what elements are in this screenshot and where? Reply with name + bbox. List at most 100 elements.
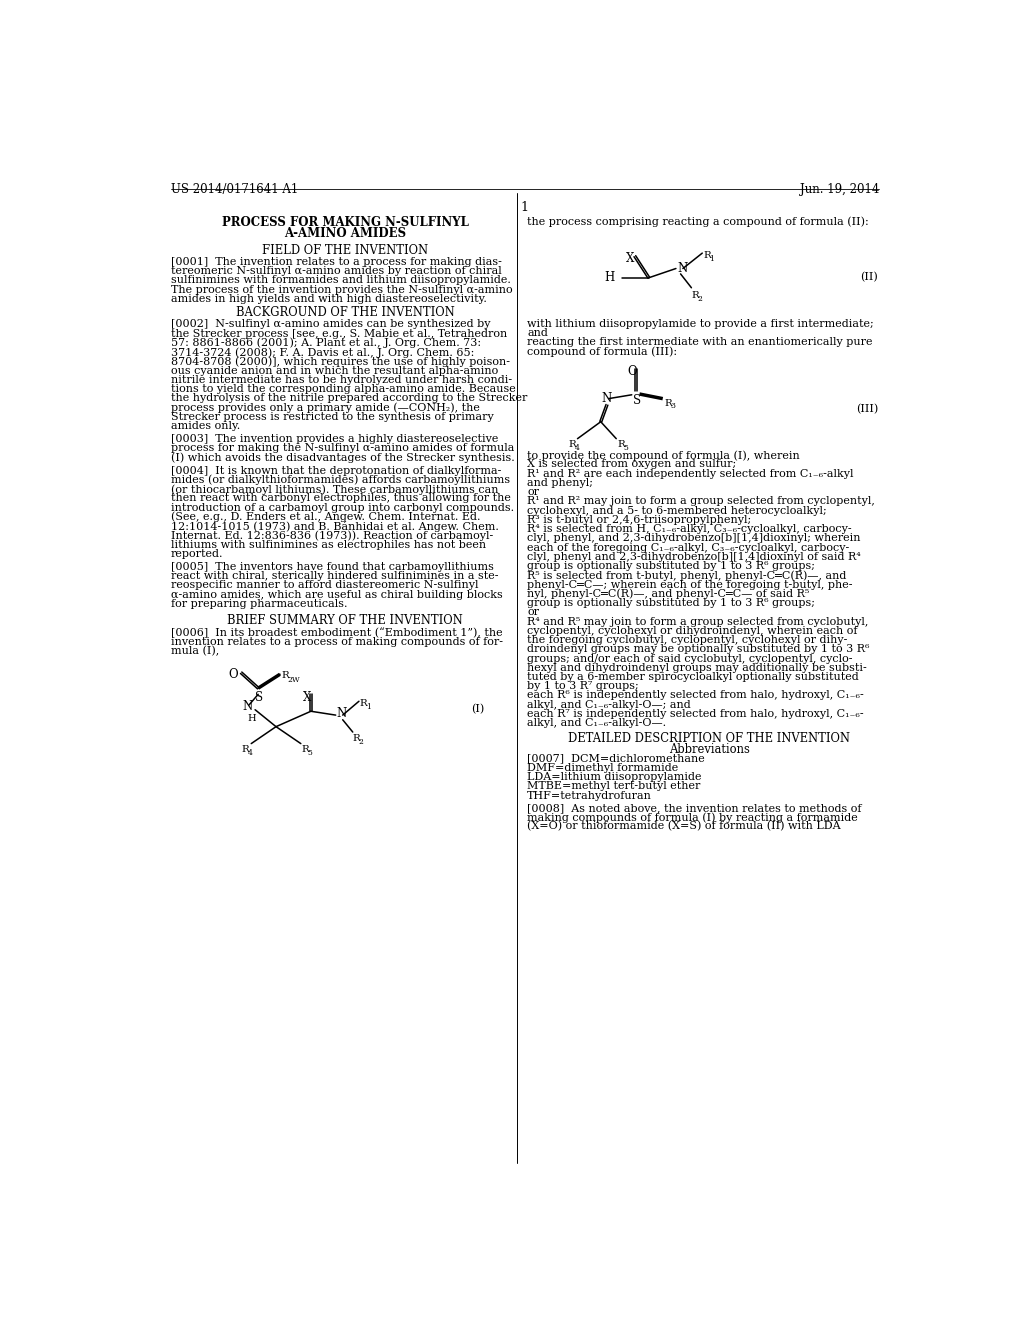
Text: (III): (III) — [856, 404, 879, 414]
Text: to provide the compound of formula (I), wherein: to provide the compound of formula (I), … — [527, 450, 800, 461]
Text: tions to yield the corresponding alpha-amino amide. Because: tions to yield the corresponding alpha-a… — [171, 384, 515, 393]
Text: 1: 1 — [521, 201, 528, 214]
Text: with lithium diisopropylamide to provide a first intermediate;: with lithium diisopropylamide to provide… — [527, 318, 873, 329]
Text: and: and — [527, 327, 548, 338]
Text: DMF=dimethyl formamide: DMF=dimethyl formamide — [527, 763, 678, 772]
Text: invention relates to a process of making compounds of for-: invention relates to a process of making… — [171, 636, 503, 647]
Text: nyl, phenyl-C═C(R)—, and phenyl-C═C— of said R⁵: nyl, phenyl-C═C(R)—, and phenyl-C═C— of … — [527, 589, 809, 599]
Text: 57: 8861-8866 (2001); A. Plant et al., J. Org. Chem. 73:: 57: 8861-8866 (2001); A. Plant et al., J… — [171, 338, 480, 348]
Text: reacting the first intermediate with an enantiomerically pure: reacting the first intermediate with an … — [527, 337, 872, 347]
Text: (I): (I) — [471, 704, 484, 714]
Text: THF=tetrahydrofuran: THF=tetrahydrofuran — [527, 791, 652, 800]
Text: the Strecker process [see, e.g., S. Mabie et al., Tetrahedron: the Strecker process [see, e.g., S. Mabi… — [171, 329, 507, 338]
Text: US 2014/0171641 A1: US 2014/0171641 A1 — [171, 183, 298, 197]
Text: tereomeric N-sulfinyl α-amino amides by reaction of chiral: tereomeric N-sulfinyl α-amino amides by … — [171, 267, 502, 276]
Text: S: S — [633, 395, 641, 407]
Text: mides (or dialkylthioformamides) affords carbamoyllithiums: mides (or dialkylthioformamides) affords… — [171, 475, 510, 486]
Text: Abbreviations: Abbreviations — [669, 743, 750, 756]
Text: N: N — [337, 708, 347, 721]
Text: cyclopentyl, cyclohexyl or dihydroindenyl, wherein each of: cyclopentyl, cyclohexyl or dihydroindeny… — [527, 626, 858, 636]
Text: R⁴ is selected from H, C₁₋₆-alkyl, C₃₋₆-cycloalkyl, carbocy-: R⁴ is selected from H, C₁₋₆-alkyl, C₃₋₆-… — [527, 524, 852, 535]
Text: each of the foregoing C₁₋₆-alkyl, C₃₋₆-cycloalkyl, carbocy-: each of the foregoing C₁₋₆-alkyl, C₃₋₆-c… — [527, 543, 849, 553]
Text: process for making the N-sulfinyl α-amino amides of formula: process for making the N-sulfinyl α-amin… — [171, 444, 514, 453]
Text: 2: 2 — [359, 738, 364, 746]
Text: BACKGROUND OF THE INVENTION: BACKGROUND OF THE INVENTION — [236, 306, 455, 319]
Text: clyl, phenyl and 2,3-dihydrobenzo[b][1,4]dioxinyl of said R⁴: clyl, phenyl and 2,3-dihydrobenzo[b][1,4… — [527, 552, 861, 562]
Text: or: or — [527, 607, 539, 618]
Text: sulfinimines with formamides and lithium diisopropylamide.: sulfinimines with formamides and lithium… — [171, 276, 511, 285]
Text: BRIEF SUMMARY OF THE INVENTION: BRIEF SUMMARY OF THE INVENTION — [227, 614, 463, 627]
Text: R: R — [568, 441, 575, 449]
Text: nitrile intermediate has to be hydrolyzed under harsh condi-: nitrile intermediate has to be hydrolyze… — [171, 375, 512, 384]
Text: 3: 3 — [671, 403, 676, 411]
Text: process provides only a primary amide (—CONH₂), the: process provides only a primary amide (—… — [171, 403, 479, 413]
Text: each R⁶ is independently selected from halo, hydroxyl, C₁₋₆-: each R⁶ is independently selected from h… — [527, 690, 864, 701]
Text: LDA=lithium diisopropylamide: LDA=lithium diisopropylamide — [527, 772, 701, 781]
Text: (I) which avoids the disadvantages of the Strecker synthesis.: (I) which avoids the disadvantages of th… — [171, 453, 514, 463]
Text: (X=O) or thioformamide (X=S) of formula (II) with LDA: (X=O) or thioformamide (X=S) of formula … — [527, 821, 841, 832]
Text: clyl, phenyl, and 2,3-dihydrobenzo[b][1,4]dioxinyl; wherein: clyl, phenyl, and 2,3-dihydrobenzo[b][1,… — [527, 533, 860, 544]
Text: R⁵ is selected from t-butyl, phenyl, phenyl-C═C(R)—, and: R⁵ is selected from t-butyl, phenyl, phe… — [527, 570, 847, 581]
Text: FIELD OF THE INVENTION: FIELD OF THE INVENTION — [262, 244, 428, 257]
Text: X: X — [303, 692, 311, 705]
Text: MTBE=methyl tert-butyl ether: MTBE=methyl tert-butyl ether — [527, 781, 700, 791]
Text: group is optionally substituted by 1 to 3 R⁶ groups;: group is optionally substituted by 1 to … — [527, 561, 815, 572]
Text: H: H — [248, 714, 256, 723]
Text: R: R — [359, 700, 368, 708]
Text: each R⁷ is independently selected from halo, hydroxyl, C₁₋₆-: each R⁷ is independently selected from h… — [527, 709, 864, 719]
Text: R: R — [703, 251, 711, 260]
Text: reported.: reported. — [171, 549, 223, 558]
Text: then react with carbonyl electrophiles, thus allowing for the: then react with carbonyl electrophiles, … — [171, 494, 511, 503]
Text: for preparing pharmaceuticals.: for preparing pharmaceuticals. — [171, 599, 347, 609]
Text: 4: 4 — [574, 444, 580, 451]
Text: amides in high yields and with high diastereoselectivity.: amides in high yields and with high dias… — [171, 294, 486, 304]
Text: amides only.: amides only. — [171, 421, 240, 430]
Text: H: H — [604, 271, 614, 284]
Text: (II): (II) — [860, 272, 879, 282]
Text: R: R — [691, 290, 699, 300]
Text: cyclohexyl, and a 5- to 6-membered heterocycloalkyl;: cyclohexyl, and a 5- to 6-membered heter… — [527, 506, 826, 516]
Text: mula (I),: mula (I), — [171, 645, 219, 656]
Text: group is optionally substituted by 1 to 3 R⁶ groups;: group is optionally substituted by 1 to … — [527, 598, 815, 609]
Text: O: O — [627, 364, 637, 378]
Text: S: S — [255, 692, 263, 705]
Text: by 1 to 3 R⁷ groups;: by 1 to 3 R⁷ groups; — [527, 681, 639, 692]
Text: α-amino amides, which are useful as chiral building blocks: α-amino amides, which are useful as chir… — [171, 590, 503, 599]
Text: compound of formula (III):: compound of formula (III): — [527, 346, 677, 356]
Text: 3714-3724 (2008); F. A. Davis et al., J. Org. Chem. 65:: 3714-3724 (2008); F. A. Davis et al., J.… — [171, 347, 474, 358]
Text: R: R — [282, 671, 289, 680]
Text: and phenyl;: and phenyl; — [527, 478, 593, 488]
Text: A-AMINO AMIDES: A-AMINO AMIDES — [284, 227, 407, 240]
Text: 5: 5 — [624, 444, 628, 451]
Text: [0001]  The invention relates to a process for making dias-: [0001] The invention relates to a proces… — [171, 257, 502, 267]
Text: R: R — [242, 744, 250, 754]
Text: (or thiocarbamoyl lithiums). These carbamoyllithiums can: (or thiocarbamoyl lithiums). These carba… — [171, 484, 498, 495]
Text: N: N — [243, 700, 253, 713]
Text: Internat. Ed. 12:836-836 (1973)). Reaction of carbamoyl-: Internat. Ed. 12:836-836 (1973)). Reacti… — [171, 531, 493, 541]
Text: R³ is t-butyl or 2,4,6-triisopropylphenyl;: R³ is t-butyl or 2,4,6-triisopropylpheny… — [527, 515, 752, 525]
Text: R: R — [302, 744, 309, 754]
Text: 1: 1 — [366, 702, 371, 710]
Text: Strecker process is restricted to the synthesis of primary: Strecker process is restricted to the sy… — [171, 412, 494, 421]
Text: DETAILED DESCRIPTION OF THE INVENTION: DETAILED DESCRIPTION OF THE INVENTION — [568, 733, 850, 744]
Text: R⁴ and R⁵ may join to form a group selected from cyclobutyl,: R⁴ and R⁵ may join to form a group selec… — [527, 616, 868, 627]
Text: [0006]  In its broadest embodiment (“Embodiment 1”), the: [0006] In its broadest embodiment (“Embo… — [171, 627, 502, 638]
Text: the hydrolysis of the nitrile prepared according to the Strecker: the hydrolysis of the nitrile prepared a… — [171, 393, 527, 403]
Text: R: R — [617, 441, 625, 449]
Text: ous cyanide anion and in which the resultant alpha-amino: ous cyanide anion and in which the resul… — [171, 366, 498, 375]
Text: or: or — [527, 487, 539, 498]
Text: groups; and/or each of said cyclobutyl, cyclopentyl, cyclo-: groups; and/or each of said cyclobutyl, … — [527, 653, 853, 664]
Text: [0008]  As noted above, the invention relates to methods of: [0008] As noted above, the invention rel… — [527, 803, 861, 813]
Text: [0005]  The inventors have found that carbamoyllithiums: [0005] The inventors have found that car… — [171, 562, 494, 572]
Text: R: R — [352, 734, 360, 743]
Text: 12:1014-1015 (1973) and B. Bánhidai et al. Angew. Chem.: 12:1014-1015 (1973) and B. Bánhidai et a… — [171, 521, 499, 532]
Text: X: X — [626, 252, 635, 265]
Text: R¹ and R² may join to form a group selected from cyclopentyl,: R¹ and R² may join to form a group selec… — [527, 496, 874, 507]
Text: 1: 1 — [710, 255, 714, 263]
Text: R: R — [665, 399, 672, 408]
Text: hexyl and dihydroindenyl groups may additionally be substi-: hexyl and dihydroindenyl groups may addi… — [527, 663, 867, 673]
Text: 2: 2 — [697, 294, 702, 302]
Text: 5: 5 — [308, 748, 312, 756]
Text: introduction of a carbamoyl group into carbonyl compounds.: introduction of a carbamoyl group into c… — [171, 503, 514, 512]
Text: phenyl-C═C—; wherein each of the foregoing t-butyl, phe-: phenyl-C═C—; wherein each of the foregoi… — [527, 579, 853, 590]
